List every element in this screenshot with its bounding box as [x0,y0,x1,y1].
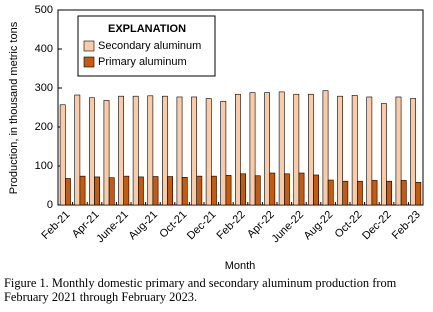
bar [380,103,387,206]
x-tick-label: Dec-22 [360,209,394,243]
bar [322,90,329,206]
x-tick-label: June-22 [269,209,306,246]
bar [293,93,300,206]
bar [191,96,197,206]
bar [94,176,100,206]
bar [410,98,416,206]
legend-label: Primary aluminum [98,56,187,68]
x-axis-title: Month [225,260,256,272]
bar [278,91,285,206]
x-tick-label: Oct-21 [157,209,189,241]
x-tick-label: Feb-21 [39,209,72,242]
bar [327,179,334,206]
bar [337,95,343,206]
bar [264,92,270,206]
bar [313,174,319,206]
bar [415,182,422,206]
bar [298,172,305,206]
y-axis-title: Production, in thousand metric tons [8,21,20,194]
figure-caption: Figure 1. Monthly domestic primary and s… [4,276,397,304]
y-tick-label: 0 [47,199,53,211]
bar [89,97,95,206]
bar [152,176,159,206]
bar [342,180,349,206]
bar [366,96,373,206]
y-tick-label: 200 [35,121,53,133]
x-tick-label: Oct-22 [333,209,365,241]
bar [181,177,188,206]
y-tick-label: 300 [35,82,53,94]
x-tick-label: Aug-21 [126,209,160,243]
legend-title: EXPLANATION [108,23,186,35]
y-tick-label: 500 [35,4,53,16]
chart: Production, in thousand metric tons Mont… [8,4,424,272]
bar [74,94,81,206]
bar [167,176,173,206]
bar [240,173,246,206]
bar [176,96,183,206]
bar [205,98,212,206]
bar [371,180,378,206]
bar [132,95,139,206]
bar [307,93,314,206]
bar [269,172,276,206]
bar [283,173,290,206]
bar [356,180,363,206]
bar [220,100,227,206]
bar [400,180,407,206]
x-tick-label: Feb-23 [390,209,423,242]
bar [103,100,110,206]
bar [196,175,203,206]
x-tick-label: Dec-21 [185,209,219,243]
legend-swatch [83,40,95,52]
y-tick-label: 100 [35,160,53,172]
x-tick-label: Aug-22 [302,209,336,243]
x-tick-label: Feb-22 [215,209,248,242]
bar [118,95,124,206]
bar [123,175,130,206]
bar [162,95,168,206]
legend-swatch [83,56,95,68]
bar [108,177,115,206]
x-tick-label: June-21 [94,209,131,246]
bar [138,176,144,206]
y-tick-label: 400 [35,43,53,55]
bar [395,96,402,206]
bar [211,175,217,206]
bar [386,180,392,206]
bar [79,175,86,206]
legend-box [77,15,216,77]
bar [147,95,154,206]
bar [65,178,71,206]
bar [249,92,256,206]
bar [235,93,241,206]
bar [351,95,358,206]
bar [59,104,66,206]
bar [225,175,232,206]
legend-label: Secondary aluminum [98,40,201,52]
bar [254,175,261,206]
